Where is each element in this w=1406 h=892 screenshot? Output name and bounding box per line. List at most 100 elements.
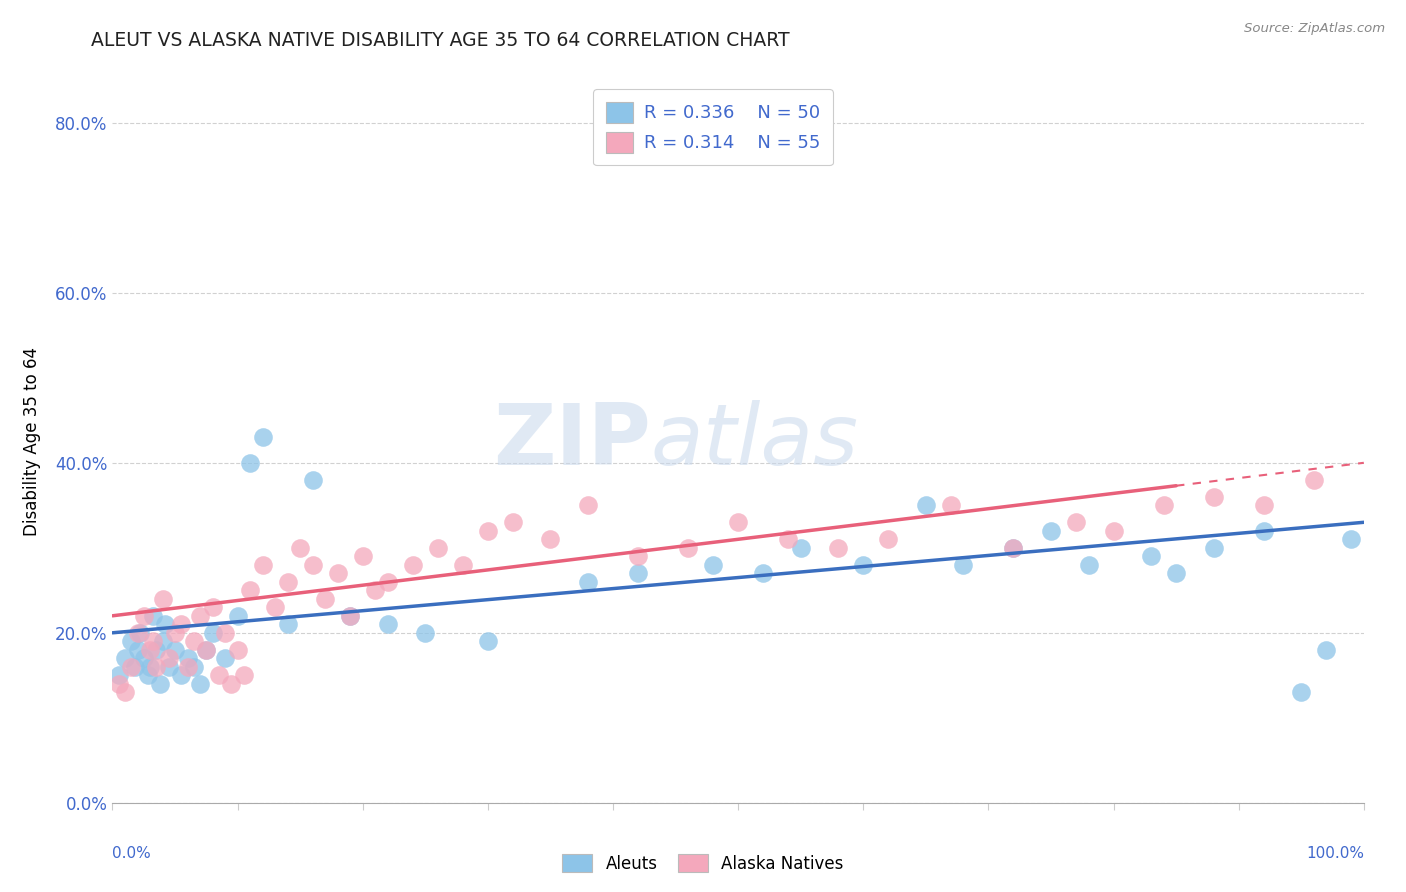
Legend: R = 0.336    N = 50, R = 0.314    N = 55: R = 0.336 N = 50, R = 0.314 N = 55 <box>593 89 832 165</box>
Point <box>627 566 650 581</box>
Point <box>139 660 162 674</box>
Point <box>1253 524 1275 538</box>
Point <box>676 541 699 555</box>
Point <box>502 516 524 530</box>
Point <box>1077 558 1099 572</box>
Point <box>208 668 231 682</box>
Point <box>232 668 254 682</box>
Point <box>413 625 436 640</box>
Point <box>576 574 599 589</box>
Point <box>252 430 274 444</box>
Point <box>127 642 149 657</box>
Point <box>163 625 186 640</box>
Point <box>252 558 274 572</box>
Point <box>141 634 163 648</box>
Point <box>778 533 800 547</box>
Point <box>1039 524 1063 538</box>
Point <box>538 533 561 547</box>
Point <box>132 651 155 665</box>
Point <box>301 473 323 487</box>
Point <box>352 549 374 564</box>
Point <box>183 634 205 648</box>
Point <box>827 541 849 555</box>
Point <box>195 642 218 657</box>
Point <box>176 651 198 665</box>
Point <box>364 583 387 598</box>
Point <box>214 651 236 665</box>
Point <box>239 583 262 598</box>
Text: ZIP: ZIP <box>494 400 651 483</box>
Text: 100.0%: 100.0% <box>1306 847 1364 861</box>
Point <box>1140 549 1163 564</box>
Point <box>132 608 155 623</box>
Point <box>290 541 312 555</box>
Point <box>107 677 129 691</box>
Point <box>426 541 449 555</box>
Point <box>752 566 775 581</box>
Y-axis label: Disability Age 35 to 64: Disability Age 35 to 64 <box>24 347 41 536</box>
Point <box>1315 642 1337 657</box>
Point <box>877 533 900 547</box>
Point <box>326 566 349 581</box>
Point <box>195 642 218 657</box>
Point <box>1340 533 1362 547</box>
Point <box>157 660 180 674</box>
Point <box>477 634 499 648</box>
Point <box>170 617 193 632</box>
Point <box>377 574 399 589</box>
Point <box>136 668 159 682</box>
Point <box>226 642 249 657</box>
Point <box>188 608 211 623</box>
Point <box>214 625 236 640</box>
Point <box>264 600 287 615</box>
Point <box>124 660 146 674</box>
Point <box>1102 524 1125 538</box>
Point <box>145 642 167 657</box>
Point <box>402 558 425 572</box>
Point <box>277 574 299 589</box>
Point <box>627 549 650 564</box>
Point <box>852 558 875 572</box>
Point <box>127 625 149 640</box>
Point <box>477 524 499 538</box>
Point <box>152 634 174 648</box>
Point <box>139 642 162 657</box>
Point <box>149 677 172 691</box>
Point <box>1002 541 1025 555</box>
Point <box>727 516 749 530</box>
Point <box>153 617 176 632</box>
Point <box>1202 541 1225 555</box>
Point <box>114 651 136 665</box>
Point <box>277 617 299 632</box>
Point <box>939 498 962 512</box>
Point <box>790 541 813 555</box>
Point <box>170 668 193 682</box>
Point <box>141 608 163 623</box>
Point <box>226 608 249 623</box>
Point <box>129 625 152 640</box>
Point <box>183 660 205 674</box>
Point <box>163 642 186 657</box>
Point <box>915 498 938 512</box>
Point <box>114 685 136 699</box>
Point <box>176 660 198 674</box>
Point <box>1202 490 1225 504</box>
Point <box>1153 498 1175 512</box>
Point <box>201 600 224 615</box>
Point <box>221 677 243 691</box>
Point <box>107 668 129 682</box>
Point <box>201 625 224 640</box>
Text: 0.0%: 0.0% <box>112 847 152 861</box>
Point <box>952 558 974 572</box>
Point <box>1064 516 1087 530</box>
Point <box>1253 498 1275 512</box>
Point <box>152 591 174 606</box>
Point <box>120 660 142 674</box>
Point <box>377 617 399 632</box>
Point <box>702 558 724 572</box>
Point <box>339 608 361 623</box>
Point <box>145 660 167 674</box>
Point <box>120 634 142 648</box>
Point <box>451 558 474 572</box>
Point <box>1291 685 1313 699</box>
